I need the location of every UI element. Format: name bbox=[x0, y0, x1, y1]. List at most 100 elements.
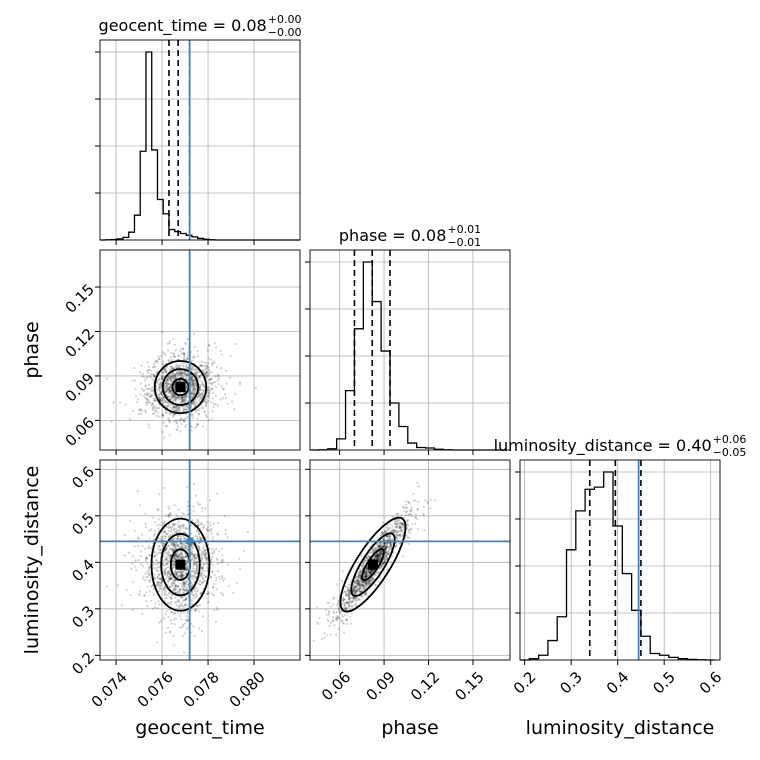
sample-point bbox=[199, 592, 202, 595]
sample-point bbox=[172, 337, 175, 341]
sample-point bbox=[382, 545, 385, 548]
sample-point bbox=[165, 533, 169, 536]
sample-point bbox=[234, 342, 237, 346]
sample-point bbox=[210, 383, 213, 386]
sample-point bbox=[204, 373, 207, 376]
sample-point bbox=[402, 555, 405, 558]
sample-point bbox=[378, 546, 381, 549]
sample-point bbox=[364, 593, 367, 596]
sample-point bbox=[127, 551, 130, 554]
sample-point bbox=[337, 627, 340, 630]
sample-point bbox=[374, 548, 377, 551]
sample-point bbox=[169, 554, 172, 558]
sample-point bbox=[376, 556, 379, 559]
sample-point bbox=[348, 593, 351, 596]
sample-point bbox=[174, 569, 177, 573]
sample-point bbox=[235, 582, 238, 585]
sample-point bbox=[387, 552, 390, 555]
sample-point bbox=[172, 635, 175, 638]
sample-point bbox=[213, 573, 216, 577]
sample-point bbox=[167, 536, 170, 539]
sample-point bbox=[183, 556, 186, 559]
sample-point bbox=[116, 584, 119, 587]
sample-point bbox=[158, 603, 161, 606]
sample-point bbox=[377, 580, 380, 583]
sample-point bbox=[372, 575, 375, 579]
sample-point bbox=[168, 382, 171, 386]
sample-point bbox=[378, 544, 381, 547]
sample-point bbox=[172, 353, 176, 356]
sample-point bbox=[211, 585, 214, 589]
sample-point bbox=[173, 582, 176, 585]
sample-point bbox=[148, 566, 151, 569]
sample-point bbox=[167, 557, 170, 560]
sample-point bbox=[395, 525, 398, 528]
x-tick-label: 0.5 bbox=[649, 668, 679, 698]
sample-point bbox=[177, 395, 180, 398]
sample-point bbox=[385, 550, 388, 554]
y-tick-label: 0.15 bbox=[62, 280, 98, 316]
sample-point bbox=[187, 576, 190, 579]
sample-point bbox=[158, 385, 161, 388]
sample-point bbox=[382, 538, 386, 541]
sample-point bbox=[158, 389, 161, 392]
sample-point bbox=[163, 520, 167, 523]
sample-point bbox=[163, 571, 167, 575]
sample-point bbox=[181, 596, 184, 599]
sample-point bbox=[198, 545, 201, 549]
sample-point bbox=[411, 523, 414, 526]
sample-point bbox=[357, 573, 360, 576]
sample-point bbox=[213, 342, 216, 345]
sample-point bbox=[161, 535, 164, 539]
sample-point bbox=[356, 572, 360, 575]
sample-point bbox=[190, 592, 194, 595]
sample-point bbox=[201, 569, 204, 572]
y-tick-label: 0.5 bbox=[68, 509, 98, 539]
sample-point bbox=[383, 537, 386, 540]
sample-point bbox=[199, 373, 202, 376]
sample-point bbox=[221, 558, 224, 562]
sample-point bbox=[383, 545, 386, 548]
sample-point bbox=[192, 510, 195, 513]
sample-point bbox=[169, 526, 172, 529]
sample-point bbox=[145, 555, 148, 559]
sample-point bbox=[388, 546, 391, 549]
sample-point bbox=[162, 351, 165, 354]
sample-point bbox=[171, 550, 174, 554]
sample-point bbox=[224, 533, 227, 536]
sample-point bbox=[358, 577, 362, 580]
sample-point bbox=[206, 361, 210, 364]
sample-point bbox=[402, 522, 405, 525]
sample-point bbox=[365, 570, 368, 573]
sample-point bbox=[174, 557, 177, 560]
sample-point bbox=[352, 589, 355, 592]
sample-point bbox=[318, 617, 321, 620]
sample-point bbox=[194, 562, 197, 565]
sample-point bbox=[150, 547, 153, 550]
sample-point bbox=[182, 531, 185, 534]
sample-point bbox=[182, 611, 186, 614]
sample-point bbox=[355, 599, 358, 602]
sample-point bbox=[145, 576, 148, 579]
sample-point bbox=[169, 373, 172, 377]
sample-point bbox=[198, 536, 202, 539]
sample-point bbox=[376, 553, 379, 556]
sample-point bbox=[196, 422, 199, 426]
sample-point bbox=[184, 589, 188, 592]
sample-point bbox=[384, 554, 387, 558]
sample-point bbox=[377, 557, 380, 561]
sample-point bbox=[217, 375, 220, 378]
sample-point bbox=[356, 578, 360, 582]
sample-point bbox=[350, 605, 354, 609]
sample-point bbox=[201, 395, 204, 398]
sample-point bbox=[385, 531, 388, 534]
sample-point bbox=[204, 549, 208, 552]
sample-point bbox=[399, 522, 402, 525]
sample-point bbox=[227, 563, 230, 566]
sample-point bbox=[175, 406, 178, 409]
sample-point bbox=[170, 358, 174, 361]
sample-point bbox=[181, 374, 184, 377]
sample-point bbox=[166, 378, 169, 381]
sample-point bbox=[358, 573, 361, 576]
sample-point bbox=[387, 535, 391, 538]
